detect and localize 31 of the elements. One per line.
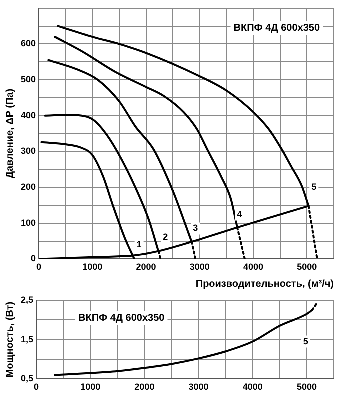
x-tick-label: 1000: [80, 382, 101, 392]
annotation: 1: [136, 239, 142, 250]
x-tick-label: 2000: [136, 262, 156, 272]
y-tick-label: 200: [20, 182, 36, 192]
x-tick-label: 2000: [134, 382, 155, 392]
y-tick-label: 500: [20, 74, 36, 85]
y-tick-label: 300: [20, 146, 36, 156]
annotation: 4: [237, 209, 242, 220]
y-tick-label: 1,5: [20, 334, 34, 344]
y-axis-title: Мощность, (Вт): [4, 302, 16, 378]
y-tick-label: 600: [20, 38, 36, 49]
x-tick-label: 5000: [296, 382, 317, 392]
y-tick-label: 100: [20, 218, 36, 228]
annotation: 5: [303, 336, 308, 346]
annotation: 3: [193, 223, 198, 234]
x-axis-title: Производительность, (м³/ч): [196, 278, 334, 290]
x-tick-label: 5000: [297, 262, 318, 272]
x-tick-label: 1000: [82, 262, 103, 272]
annotation: 2: [163, 232, 168, 242]
x-tick-label: 3000: [188, 382, 209, 392]
text: ВКПФ 4Д 600x350: [234, 23, 320, 34]
y-tick-label: 0: [31, 254, 36, 264]
y-tick-label: 400: [20, 110, 36, 120]
text: ВКПФ 4Д 600x350: [78, 313, 166, 324]
x-tick-label: 3000: [190, 262, 210, 272]
x-tick-label: 4000: [244, 262, 264, 272]
y-tick-label: 0,5: [20, 374, 34, 384]
y-tick-label: 2,5: [20, 294, 34, 305]
annotation: 5: [312, 182, 317, 192]
x-tick-label: 4000: [242, 382, 263, 392]
y-axis-title: Давление, ΔP (Па): [4, 88, 16, 179]
